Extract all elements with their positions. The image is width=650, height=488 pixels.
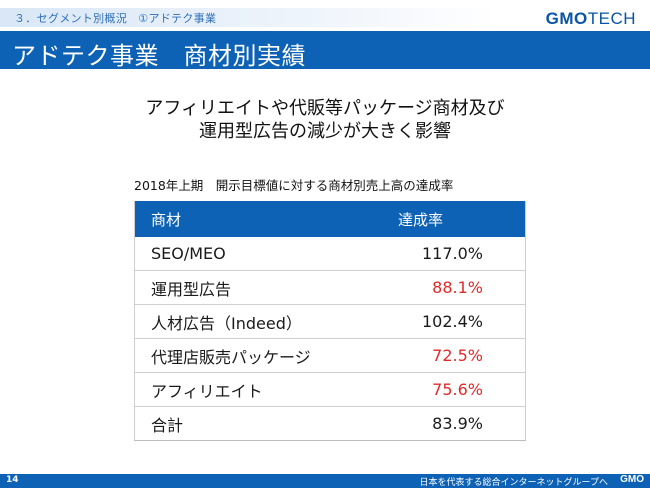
table-row: 代理店販売パッケージ 72.5% <box>134 338 526 373</box>
table-row: 運用型広告 88.1% <box>134 270 526 305</box>
achievement-rate: 83.9% <box>386 406 526 441</box>
table-row: 人材広告（Indeed） 102.4% <box>134 304 526 339</box>
breadcrumb-bar <box>0 8 500 27</box>
achievement-rate: 88.1% <box>386 270 526 305</box>
footer-bar <box>0 474 650 488</box>
header-achievement-rate: 達成率 <box>386 201 526 237</box>
page-number: 14 <box>6 475 19 485</box>
headline-line-1: アフィリエイトや代販等パッケージ商材及び <box>145 98 505 119</box>
table-row-total: 合計 83.9% <box>134 406 526 441</box>
footer-gmo-logo: GMO <box>620 474 644 485</box>
headline-line-2: 運用型広告の減少が大きく影響 <box>199 121 451 142</box>
logo-sub: TECH <box>587 9 636 28</box>
product-name: SEO/MEO <box>134 237 386 271</box>
achievement-rate: 72.5% <box>386 338 526 373</box>
achievement-table: 商材 達成率 SEO/MEO 117.0% 運用型広告 88.1% 人材広告（I… <box>134 201 526 441</box>
product-name: 人材広告（Indeed） <box>134 304 386 339</box>
product-name: 運用型広告 <box>134 270 386 305</box>
table-row: SEO/MEO 117.0% <box>134 237 526 271</box>
footer-tagline: 日本を代表する総合インターネットグループへ <box>419 478 608 488</box>
achievement-rate: 117.0% <box>386 237 526 271</box>
gmo-tech-logo: GMOTECH <box>546 9 636 29</box>
table-row: アフィリエイト 75.6% <box>134 372 526 407</box>
achievement-rate: 75.6% <box>386 372 526 407</box>
product-name: 合計 <box>134 406 386 441</box>
header-product: 商材 <box>134 201 386 237</box>
product-name: 代理店販売パッケージ <box>134 338 386 373</box>
achievement-rate: 102.4% <box>386 304 526 339</box>
title-bar <box>0 31 650 69</box>
table-caption: 2018年上期 開示目標値に対する商材別売上高の達成率 <box>134 178 454 193</box>
page-title: アドテク事業 商材別実績 <box>12 42 306 70</box>
logo-main: GMO <box>545 9 588 28</box>
breadcrumb: ３．セグメント別概況 ①アドテク事業 <box>14 12 217 25</box>
product-name: アフィリエイト <box>134 372 386 407</box>
table-header-row: 商材 達成率 <box>134 201 526 237</box>
